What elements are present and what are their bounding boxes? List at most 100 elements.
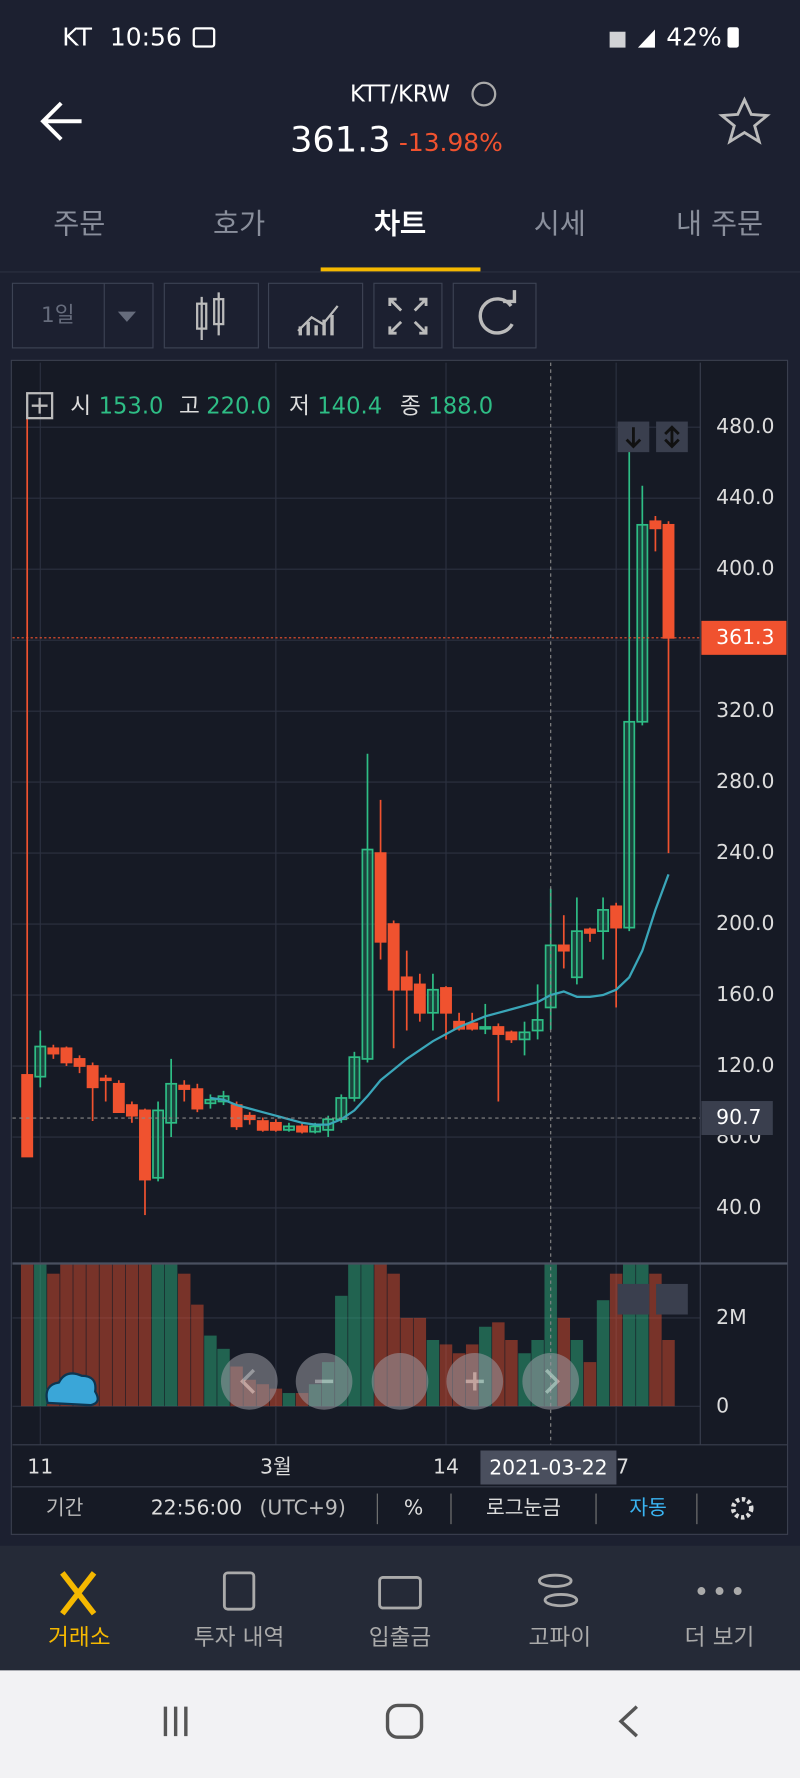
refresh-icon <box>503 290 517 304</box>
tab[interactable]: 시세 <box>534 208 586 241</box>
time-label: 22:56:00 <box>151 1495 243 1519</box>
candle-body <box>636 523 649 723</box>
candle-body <box>99 1077 112 1082</box>
candle-body <box>570 930 583 979</box>
nav-item[interactable]: 거래소 <box>48 1625 111 1651</box>
nav-item[interactable]: 입출금 <box>369 1625 432 1651</box>
legend-toggle-icon <box>31 397 48 414</box>
y-tick-label: 280.0 <box>716 769 774 793</box>
candle-body <box>191 1088 204 1110</box>
candle-body <box>597 909 610 933</box>
timezone-label: (UTC+9) <box>259 1495 345 1519</box>
last-price-box <box>701 620 787 655</box>
legend-label: 시 <box>70 393 91 419</box>
y-tick-label: 240.0 <box>716 840 774 864</box>
candle-body <box>518 1031 531 1041</box>
candle-body <box>492 1026 505 1035</box>
candle-body <box>73 1058 86 1067</box>
legend-label: 고 <box>179 393 200 419</box>
tab-bar: 주문 호가 차트 시세 내 주문 <box>53 208 763 241</box>
nav-item[interactable]: 고파이 <box>529 1625 592 1651</box>
refresh-icon <box>478 297 514 335</box>
nav-item[interactable]: 더 보기 <box>685 1625 755 1651</box>
ohlc-legend: 시 153.0 고 220.0 저 140.4 종 188.0 <box>70 393 493 419</box>
candle-body <box>309 1125 322 1133</box>
candle-body <box>165 1082 178 1124</box>
percent-toggle[interactable]: % <box>404 1495 423 1519</box>
volume-bar <box>596 1300 610 1407</box>
tab[interactable]: 차트 <box>374 208 426 241</box>
log-scale-toggle[interactable]: 로그눈금 <box>486 1495 561 1519</box>
dropdown-arrow <box>117 311 136 322</box>
battery-icon <box>727 27 739 48</box>
candle-body <box>269 1121 282 1131</box>
crosshair-date-box <box>480 1450 617 1485</box>
back-system-button[interactable] <box>618 1705 638 1738</box>
candle-body <box>374 852 387 943</box>
scale-button[interactable] <box>656 1283 688 1315</box>
reset-button[interactable] <box>371 1353 429 1410</box>
zoom-controls <box>220 1353 580 1410</box>
legend-label: 저 <box>289 393 310 419</box>
axes: 40.080.0120.0160.0200.0240.0280.0320.036… <box>12 362 787 1485</box>
y-tick-label: 120.0 <box>716 1053 774 1077</box>
bottom-nav: 거래소 투자 내역 입출금 고파이 더 보기 <box>48 1625 754 1651</box>
refresh-button[interactable] <box>452 282 537 349</box>
candle-type-button[interactable] <box>163 282 259 349</box>
candle-body <box>479 1026 492 1030</box>
candle-body <box>296 1125 308 1133</box>
settings-icon[interactable] <box>730 1496 754 1520</box>
recents-button[interactable] <box>163 1706 188 1737</box>
volume-bar <box>426 1340 440 1407</box>
volume-bar <box>282 1393 296 1407</box>
scroll-right-button[interactable] <box>522 1353 580 1410</box>
home-button[interactable] <box>385 1703 424 1739</box>
y-tick-label: 320.0 <box>716 698 774 722</box>
back-button[interactable] <box>40 101 82 141</box>
candle-body <box>610 905 623 929</box>
cloud-icon <box>45 1372 99 1407</box>
candle-body <box>139 1109 151 1181</box>
crosshair-date-label: 2021-03-22 <box>489 1456 607 1480</box>
crosshair-price-box <box>701 1101 773 1136</box>
scroll-left-button[interactable] <box>220 1353 278 1410</box>
legend-label: 종 <box>400 393 421 419</box>
nav-icon <box>60 1571 97 1616</box>
indicator-button[interactable] <box>267 282 364 349</box>
legend-value: 153.0 <box>99 393 164 419</box>
volume-bar <box>125 1263 139 1407</box>
y-tick-label: 160.0 <box>716 982 774 1006</box>
info-icon[interactable] <box>471 81 497 107</box>
favorite-star[interactable] <box>718 96 771 145</box>
x-tick-label: 14 <box>433 1455 459 1479</box>
volume-bar <box>178 1273 191 1407</box>
crosshair-price-label: 90.7 <box>716 1105 761 1129</box>
scale-icon <box>625 425 680 449</box>
period-label[interactable]: 기간 <box>46 1495 84 1519</box>
x-tick-label: 3월 <box>260 1455 292 1479</box>
volume-bar <box>20 1263 34 1407</box>
volume-bar <box>361 1263 374 1407</box>
tab[interactable]: 내 주문 <box>676 208 763 241</box>
tab[interactable]: 호가 <box>213 208 265 241</box>
candle-body <box>47 1047 60 1055</box>
nav-icon <box>537 1573 573 1588</box>
volume-bar <box>112 1263 126 1407</box>
clock: 10:56 <box>110 23 182 52</box>
auto-toggle[interactable]: 자동 <box>629 1495 666 1519</box>
nav-item[interactable]: 투자 내역 <box>194 1625 285 1651</box>
candle-body <box>348 1056 361 1099</box>
fullscreen-button[interactable] <box>373 282 443 349</box>
y-tick-label: 440.0 <box>716 485 774 509</box>
volume-bar <box>662 1340 675 1407</box>
candle-body <box>466 1022 479 1030</box>
candle-body <box>256 1120 269 1131</box>
volume-bar <box>47 1273 60 1407</box>
tab[interactable]: 주문 <box>53 208 105 241</box>
legend-toggle[interactable] <box>26 392 54 420</box>
scale-button[interactable] <box>617 1283 650 1315</box>
volume-bar <box>86 1263 99 1407</box>
y-tick-label: 400.0 <box>716 556 774 580</box>
